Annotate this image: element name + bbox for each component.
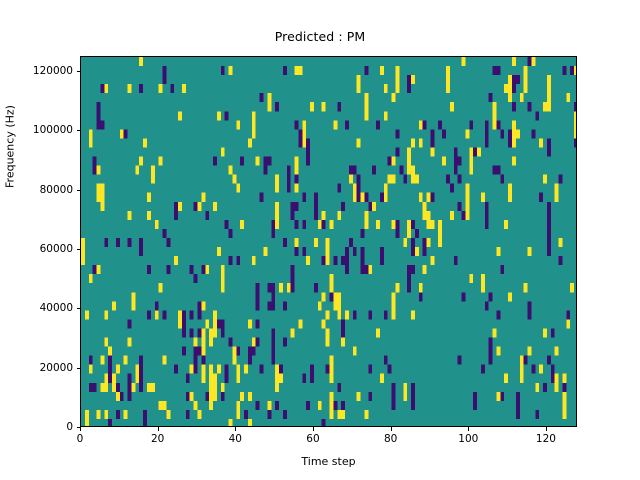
y-tick-label: 40000	[39, 302, 73, 315]
chart-title: Predicted : PM	[274, 29, 366, 44]
x-tick-mark	[312, 427, 314, 431]
y-tick-mark	[76, 248, 80, 250]
y-tick-mark	[76, 130, 80, 132]
x-tick-mark	[545, 427, 547, 431]
x-tick-mark	[80, 427, 81, 431]
x-tick-label: 60	[306, 433, 320, 445]
heatmap-canvas	[81, 57, 576, 426]
heatmap-plot-area	[80, 56, 577, 427]
x-tick-label: 100	[458, 433, 479, 445]
x-tick-label: 40	[228, 433, 242, 445]
x-tick-label: 120	[535, 433, 556, 445]
y-tick-label: 0	[66, 421, 73, 433]
y-tick-label: 60000	[39, 242, 73, 255]
x-tick-mark	[468, 427, 470, 431]
x-tick-label: 20	[150, 433, 165, 445]
y-tick-label: 120000	[32, 64, 73, 77]
x-tick-label: 0	[76, 433, 84, 445]
y-tick-label: 80000	[39, 183, 73, 196]
y-tick-mark	[76, 308, 80, 310]
x-tick-label: 80	[383, 433, 398, 445]
x-tick-mark	[390, 427, 392, 431]
y-tick-mark	[76, 367, 80, 369]
y-tick-mark	[76, 189, 80, 191]
y-tick-mark	[76, 70, 80, 72]
y-tick-mark	[76, 427, 80, 428]
y-tick-label: 100000	[32, 124, 73, 137]
y-axis-label: Frequency (Hz)	[3, 105, 17, 188]
x-axis-label: Time step	[301, 455, 356, 468]
x-tick-mark	[157, 427, 159, 431]
x-tick-mark	[235, 427, 237, 431]
y-tick-label: 20000	[39, 361, 73, 374]
